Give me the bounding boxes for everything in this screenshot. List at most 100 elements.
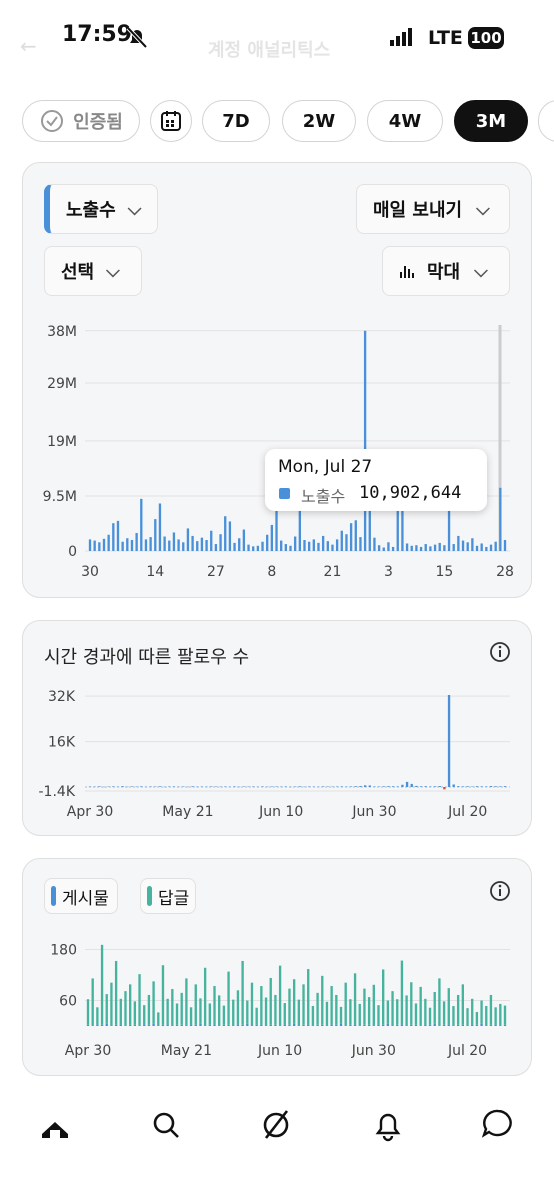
- bar: [189, 1024, 193, 1026]
- bar: [415, 545, 418, 551]
- bar: [485, 1006, 488, 1026]
- bar: [116, 520, 120, 551]
- bar: [119, 1024, 122, 1026]
- bar: [149, 786, 152, 788]
- bar: [264, 997, 268, 1026]
- bar: [158, 786, 162, 788]
- bar: [280, 786, 283, 788]
- bar: [489, 1024, 493, 1026]
- bar: [91, 1025, 94, 1026]
- bar: [471, 786, 474, 788]
- bar: [199, 1023, 202, 1026]
- bar: [307, 969, 310, 1025]
- bar: [114, 1024, 118, 1026]
- bar: [196, 541, 199, 551]
- bar: [177, 786, 180, 788]
- export-dropdown[interactable]: 매일 보내기 ⌵: [356, 184, 510, 234]
- metric-dropdown[interactable]: 노출수 ⌵: [44, 184, 158, 234]
- bar: [424, 544, 427, 551]
- legend-label: 답글: [158, 888, 190, 909]
- battery: 100: [468, 27, 504, 49]
- dropdown-label: 막대: [427, 262, 461, 283]
- bar: [339, 1006, 343, 1024]
- bar: [100, 1024, 104, 1026]
- bar: [100, 944, 104, 1025]
- bar: [246, 1023, 249, 1026]
- bar: [233, 542, 236, 551]
- bar: [107, 786, 110, 788]
- legend-item[interactable]: 게시물: [44, 878, 118, 914]
- bar: [480, 543, 483, 551]
- select-dropdown[interactable]: 선택 ⌵: [44, 246, 142, 296]
- compose-icon[interactable]: [263, 1110, 289, 1139]
- bar: [475, 1011, 479, 1025]
- bar: [494, 786, 497, 788]
- bar: [461, 540, 465, 551]
- bar: [401, 511, 404, 551]
- bar: [325, 1001, 329, 1026]
- bar: [382, 547, 385, 551]
- bar: [114, 960, 118, 1025]
- tooltip-swatch: [279, 488, 290, 499]
- bar: [424, 1024, 427, 1026]
- bar: [218, 995, 221, 1026]
- search-icon[interactable]: [153, 1112, 179, 1138]
- y-tick-label: 29M: [47, 376, 77, 392]
- bar: [429, 786, 432, 788]
- bar: [475, 1024, 479, 1026]
- bar: [199, 998, 202, 1024]
- bar: [233, 786, 236, 788]
- range-chip[interactable]: 7D: [202, 100, 270, 142]
- home-icon[interactable]: [42, 1122, 68, 1138]
- bar: [302, 1024, 305, 1026]
- bar: [367, 997, 371, 1025]
- messages-icon[interactable]: [481, 1109, 512, 1138]
- x-tick-label: 28: [496, 564, 514, 580]
- legend-item[interactable]: 답글: [140, 878, 196, 914]
- bar: [461, 1024, 465, 1026]
- bar: [182, 542, 185, 551]
- bar: [270, 786, 274, 788]
- bar: [428, 1024, 432, 1026]
- bar: [335, 786, 339, 788]
- bar: [157, 1012, 160, 1026]
- bar: [452, 1025, 455, 1026]
- bar: [228, 786, 232, 788]
- bar: [168, 786, 171, 788]
- bar: [471, 538, 474, 551]
- info-icon[interactable]: [489, 641, 511, 663]
- bar: [135, 533, 138, 551]
- verified-chip[interactable]: 인증됨: [22, 100, 140, 142]
- info-icon[interactable]: [489, 880, 511, 902]
- back-arrow[interactable]: ←: [20, 34, 37, 58]
- bar: [344, 1025, 347, 1026]
- bar: [126, 538, 129, 551]
- bar: [280, 540, 283, 551]
- bar: [316, 992, 319, 1025]
- bar: [154, 519, 157, 551]
- bar: [372, 1025, 375, 1026]
- bar: [133, 1024, 137, 1026]
- bar: [353, 973, 357, 1025]
- bar: [260, 1024, 263, 1026]
- chart-kind-dropdown[interactable]: 막대 ⌵: [382, 246, 510, 296]
- range-chip[interactable]: 4W: [367, 100, 443, 142]
- notification-icon[interactable]: [375, 1113, 401, 1142]
- bar: [200, 786, 204, 788]
- bar: [238, 538, 241, 551]
- bar: [294, 786, 297, 788]
- range-chip-active[interactable]: 3M: [454, 100, 528, 142]
- bar: [471, 1024, 474, 1026]
- bar: [238, 786, 241, 788]
- bar: [340, 530, 343, 551]
- y-tick-label: 38M: [47, 324, 77, 340]
- bar: [382, 1024, 385, 1026]
- bar: [222, 1005, 226, 1025]
- bar: [275, 509, 278, 551]
- y-tick-label: -1.4K: [39, 784, 76, 800]
- bar: [480, 786, 483, 788]
- range-chip[interactable]: 2W: [282, 100, 356, 142]
- calendar-chip[interactable]: [150, 100, 192, 142]
- bar: [307, 541, 311, 551]
- x-tick-label: Apr 30: [67, 804, 113, 820]
